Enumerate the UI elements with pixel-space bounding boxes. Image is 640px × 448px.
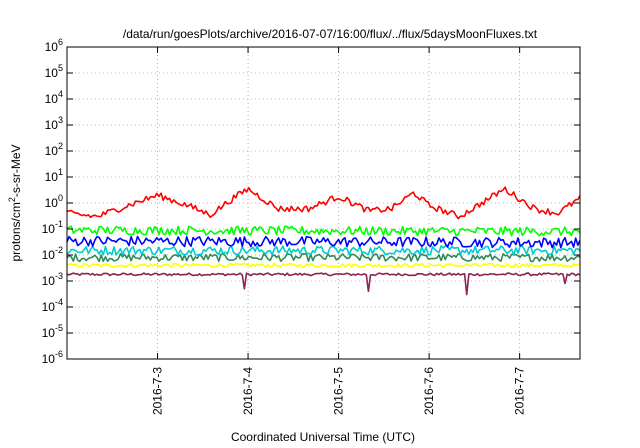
y-tick-label: 10-3 xyxy=(42,271,63,288)
y-tick-label: 103 xyxy=(45,115,63,132)
y-tick-label: 105 xyxy=(45,63,63,80)
y-tick-label: 100 xyxy=(45,193,63,210)
x-tick-label: 2016-7-5 xyxy=(332,367,346,415)
series-line xyxy=(66,252,581,263)
y-tick-label: 10-4 xyxy=(42,297,63,314)
series-line xyxy=(66,235,581,249)
y-tick-label: 104 xyxy=(45,89,63,106)
series-line xyxy=(66,186,581,220)
x-tick-label: 2016-7-6 xyxy=(422,367,436,415)
series-line xyxy=(66,225,581,237)
x-tick-label: 2016-7-4 xyxy=(241,367,255,415)
series-line xyxy=(66,245,581,256)
chart-title: /data/run/goesPlots/archive/2016-07-07/1… xyxy=(123,27,538,41)
y-tick-label: 101 xyxy=(45,167,63,184)
data-series xyxy=(66,186,581,296)
x-tick-label: 2016-7-7 xyxy=(513,367,527,415)
y-axis-ticks: 10-6 10-5 10-4 10-3 10-2 10-1 100 101 102 103 104 1… xyxy=(42,37,580,366)
x-axis-label: Coordinated Universal Time (UTC) xyxy=(231,430,415,444)
y-tick-label: 106 xyxy=(45,37,63,54)
series-line xyxy=(66,272,581,296)
x-axis-ticks: 2016-7-3 2016-7-4 2016-7-5 2016-7-6 2016-7-7 xyxy=(151,47,527,415)
y-tick-label: 102 xyxy=(45,141,63,158)
y-tick-label: 10-6 xyxy=(42,349,63,366)
y-axis-label: protons/cm2-s-sr-MeV xyxy=(7,144,23,261)
y-tick-label: 10-2 xyxy=(42,245,63,262)
y-tick-label: 10-1 xyxy=(42,219,63,236)
x-tick-label: 2016-7-3 xyxy=(151,367,165,415)
y-tick-label: 10-5 xyxy=(42,323,63,340)
series-line xyxy=(66,262,581,269)
